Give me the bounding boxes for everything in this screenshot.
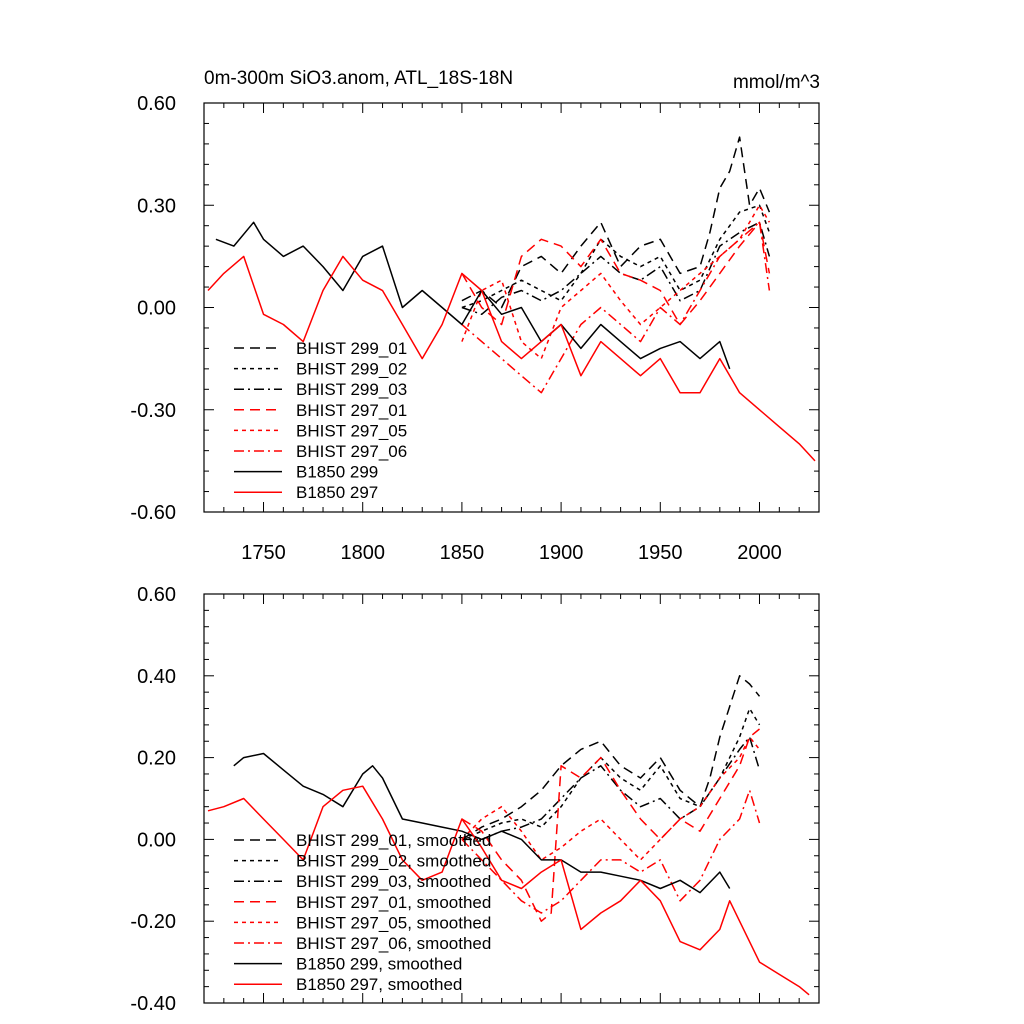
plot-frame bbox=[203, 102, 820, 513]
legend-label: BHIST 299_03, smoothed bbox=[296, 872, 491, 891]
chart-title: 0m-300m SiO3.anom, ATL_18S-18N bbox=[204, 68, 513, 89]
y-tick-label: -0.30 bbox=[130, 400, 176, 422]
series-line-bhist-299-03-smoothed bbox=[461, 736, 761, 841]
bottom-panel: -0.40 -0.20 0.00 0.20 0.40 0.60 BHIST 299_01,… bbox=[130, 584, 820, 1015]
y-tick-label: 0.20 bbox=[137, 748, 176, 770]
axis-ticks bbox=[203, 593, 820, 1004]
legend-label: B1850 299 bbox=[296, 463, 378, 482]
series-line-bhist-299-01-smoothed bbox=[461, 675, 761, 841]
plot-frame bbox=[203, 593, 820, 1004]
x-tick-label: 1950 bbox=[638, 542, 683, 564]
series-line-bhist-299-02 bbox=[461, 204, 771, 309]
series-line-b1850-297-smoothed bbox=[207, 785, 810, 996]
y-tick-label: 0.00 bbox=[137, 298, 176, 320]
y-axis-tick-labels: -0.60 -0.30 0.00 0.30 0.60 bbox=[130, 93, 176, 524]
series-line-b1850-299 bbox=[215, 221, 731, 370]
y-tick-label: -0.60 bbox=[130, 502, 176, 524]
series-lines bbox=[207, 675, 810, 996]
legend-label: BHIST 299_02, smoothed bbox=[296, 852, 491, 871]
x-tick-label: 1750 bbox=[241, 542, 286, 564]
legend-label: BHIST 299_01 bbox=[296, 339, 407, 358]
series-line-b1850-297 bbox=[207, 255, 816, 462]
y-tick-label: 0.60 bbox=[137, 584, 176, 606]
legend-label: BHIST 297_06, smoothed bbox=[296, 934, 491, 953]
series-lines bbox=[207, 136, 816, 462]
series-line-bhist-297-05-smoothed bbox=[461, 736, 761, 861]
x-tick-label: 1800 bbox=[340, 542, 385, 564]
series-line-bhist-299-02-smoothed bbox=[461, 707, 761, 841]
y-tick-label: 0.40 bbox=[137, 666, 176, 688]
legend-label: BHIST 299_01, smoothed bbox=[296, 831, 491, 850]
series-line-bhist-297-06-smoothed bbox=[461, 789, 761, 914]
series-line-bhist-297-01 bbox=[461, 221, 771, 326]
series-line-bhist-297-05 bbox=[461, 204, 771, 360]
y-tick-label: 0.60 bbox=[137, 93, 176, 115]
y-tick-label: 0.00 bbox=[137, 829, 176, 851]
legend-label: BHIST 297_06 bbox=[296, 442, 407, 461]
y-tick-label: -0.20 bbox=[130, 911, 176, 933]
series-line-b1850-299-smoothed bbox=[233, 752, 731, 894]
y-tick-label: -0.40 bbox=[130, 993, 176, 1015]
legend-label: BHIST 299_02 bbox=[296, 360, 407, 379]
x-tick-label: 1850 bbox=[440, 542, 485, 564]
x-axis-tick-labels: 1750 1800 1850 1900 1950 2000 bbox=[241, 542, 781, 564]
legend-label: BHIST 297_01 bbox=[296, 401, 407, 420]
legend-label: BHIST 297_05, smoothed bbox=[296, 913, 491, 932]
legend-label: B1850 297 bbox=[296, 483, 378, 502]
series-line-bhist-299-03 bbox=[461, 221, 771, 316]
x-tick-label: 2000 bbox=[737, 542, 782, 564]
legend-label: B1850 297, smoothed bbox=[296, 975, 462, 994]
legend-label: B1850 299, smoothed bbox=[296, 955, 462, 974]
legend-label: BHIST 297_05 bbox=[296, 421, 407, 440]
legend-label: BHIST 297_01, smoothed bbox=[296, 893, 491, 912]
x-tick-label: 1900 bbox=[539, 542, 584, 564]
y-tick-label: 0.30 bbox=[137, 195, 176, 217]
series-line-bhist-299-01 bbox=[461, 136, 771, 309]
series-line-bhist-297-01-smoothed bbox=[461, 728, 760, 922]
units-label: mmol/m^3 bbox=[733, 72, 820, 93]
series-line-bhist-297-06 bbox=[461, 221, 771, 394]
y-axis-tick-labels: -0.40 -0.20 0.00 0.20 0.40 0.60 bbox=[130, 584, 176, 1015]
legend: BHIST 299_01, smoothed BHIST 299_02, smoo… bbox=[234, 831, 491, 994]
top-panel: 0m-300m SiO3.anom, ATL_18S-18N mmol/m^3 … bbox=[130, 68, 820, 564]
legend-label: BHIST 299_03 bbox=[296, 380, 407, 399]
